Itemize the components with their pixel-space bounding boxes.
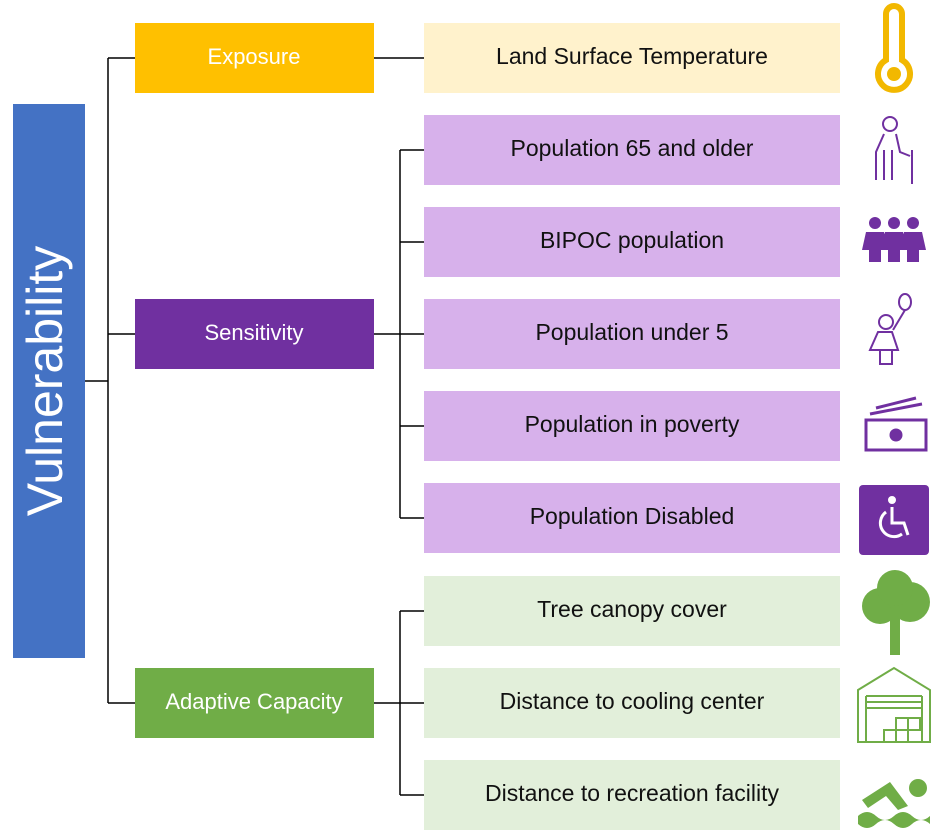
item-label: Land Surface Temperature [496,43,768,69]
tree-icon [862,570,930,655]
item-label: Population 65 and older [511,135,754,161]
item-box [424,23,840,93]
root-label: Vulnerability [17,246,73,517]
category-box [135,23,374,93]
category-box [135,668,374,738]
item-box [424,207,840,277]
item-box [424,576,840,646]
elder-icon [875,116,913,184]
item-label: Population Disabled [530,503,735,529]
item-label: Tree canopy cover [537,596,727,622]
item-label: Population in poverty [525,411,740,437]
connectors [85,57,424,796]
item-label: Distance to recreation facility [485,780,780,806]
category-box [135,299,374,369]
money-icon [864,396,928,452]
item-box [424,391,840,461]
item-box [424,668,840,738]
item-box [424,115,840,185]
item-label: BIPOC population [540,227,724,253]
item-box [424,483,840,553]
item-label: Population under 5 [535,319,728,345]
item-box [424,760,840,830]
disabled-icon [859,485,929,555]
item-label: Distance to cooling center [500,688,765,714]
child-icon [868,293,912,365]
swimmer-icon [858,779,930,828]
group-icon [862,217,926,262]
root-box [13,104,85,658]
category-label: Adaptive Capacity [165,689,342,714]
thermometer-icon [875,3,913,93]
item-box [424,299,840,369]
category-label: Sensitivity [204,320,303,345]
warehouse-icon [857,666,931,743]
category-label: Exposure [208,44,301,69]
